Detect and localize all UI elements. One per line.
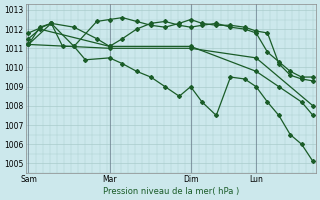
X-axis label: Pression niveau de la mer( hPa ): Pression niveau de la mer( hPa ) — [103, 187, 239, 196]
